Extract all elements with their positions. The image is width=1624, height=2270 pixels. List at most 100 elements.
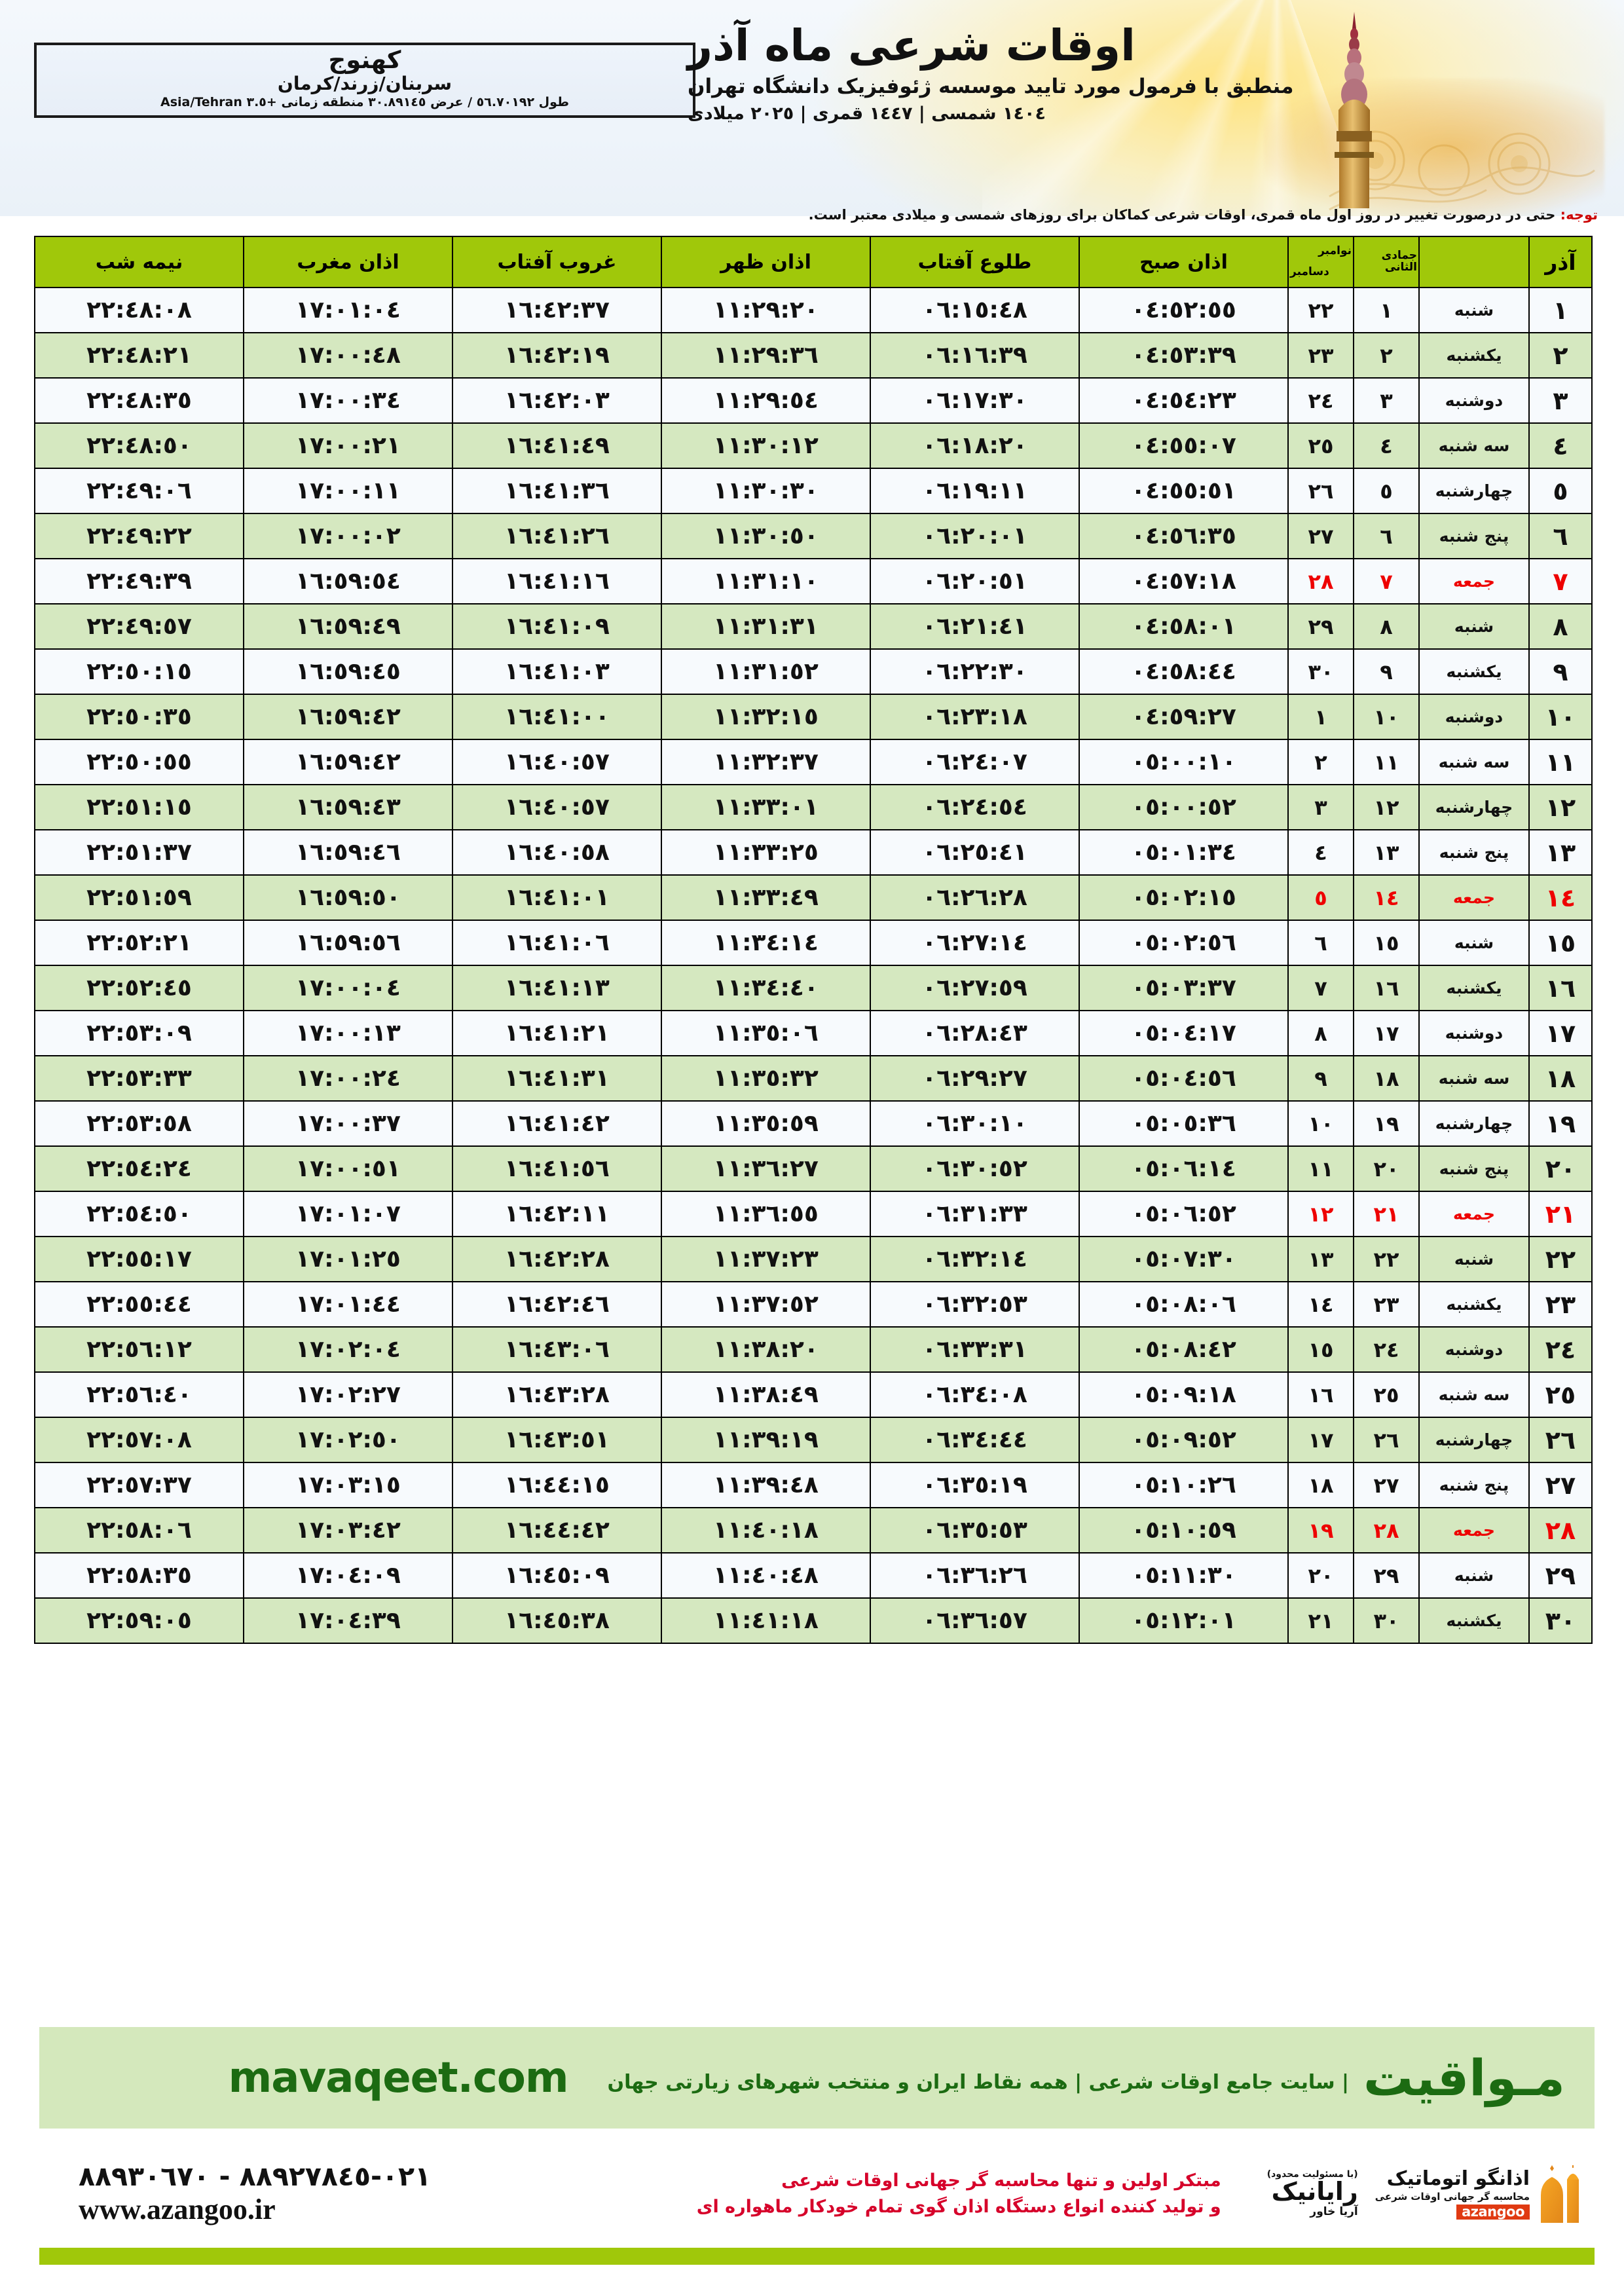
weekday: دوشنبه [1418,694,1530,740]
title-block: اوقات شرعی ماه آذر منطبق با فرمول مورد ت… [688,20,1493,128]
col-header-november-label: نوامبر [1318,244,1352,258]
bottom-accent-bar [39,2248,1595,2265]
maghrib-time: ١٦:٥٩:٤٢ [243,739,453,785]
table-row: ٢٦ چهارشنبه ٢٦ ١٧ ٠٥:٠٩:٥٢ ٠٦:٣٤:٤٤ ١١:٣٩:١٩ ١٦… [34,1417,1593,1463]
col-header-fajr: اذان صبح [1079,236,1289,288]
midnight-time: ٢٢:٥٧:٣٧ [34,1462,244,1508]
weekday: دوشنبه [1418,1326,1530,1373]
fajr-time: ٠٥:٠٤:١٧ [1079,1010,1289,1056]
sunrise-time: ٠٦:١٥:٤٨ [870,287,1080,333]
table-row: ٨ شنبه ٨ ٢٩ ٠٤:٥٨:٠١ ٠٦:٢١:٤١ ١١:٣١:٣١ ١٦:٤١:٠٩… [34,603,1593,650]
gold-haze-decoration [1264,79,1604,216]
midnight-time: ٢٢:٤٩:٣٩ [34,558,244,605]
fajr-time: ٠٤:٥٧:١٨ [1079,558,1289,605]
hijri-day: ٢٤ [1353,1326,1420,1373]
dhuhr-time: ١١:٣٣:٢٥ [661,829,871,876]
sunset-time: ١٦:٤٠:٥٧ [452,739,662,785]
table-body: ١ شنبه ١ ٢٢ ٠٤:٥٢:٥٥ ٠٦:١٥:٤٨ ١١:٢٩:٢٠ ١٦:٤٢:٣٧… [34,287,1593,1644]
footer-domain[interactable]: mavaqeet.com [228,2053,569,2102]
hijri-day: ٢٨ [1353,1507,1420,1554]
dhuhr-time: ١١:٣٩:١٩ [661,1417,871,1463]
weekday: شنبه [1418,1236,1530,1282]
fajr-time: ٠٥:٠٧:٣٠ [1079,1236,1289,1282]
maghrib-time: ١٧:٠٢:٥٠ [243,1417,453,1463]
sunrise-time: ٠٦:٢٤:٠٧ [870,739,1080,785]
dhuhr-time: ١١:٣١:٥٢ [661,648,871,695]
sunset-time: ١٦:٤١:٢٦ [452,513,662,559]
sunrise-time: ٠٦:٣٣:٣١ [870,1326,1080,1373]
dhuhr-time: ١١:٣٢:٣٧ [661,739,871,785]
weekday: یکشنبه [1418,1281,1530,1328]
fajr-time: ٠٥:٠٨:٠٦ [1079,1281,1289,1328]
midnight-time: ٢٢:٥٢:٢١ [34,920,244,966]
day-number: ١٠ [1528,694,1593,740]
col-header-weekday [1418,236,1530,288]
gregorian-day: ٢١ [1287,1597,1354,1644]
day-number: ٩ [1528,648,1593,695]
azangoo-logo-text: اذانگو اتوماتیک محاسبه گر جهانی اوقات شر… [1375,2167,1530,2220]
dhuhr-time: ١١:٣٣:٤٩ [661,874,871,921]
rayanik-name: رایانیک [1271,2177,1359,2206]
hijri-day: ١٢ [1353,784,1420,830]
maghrib-time: ١٦:٥٩:٤٣ [243,784,453,830]
col-header-azar: آذر [1528,236,1593,288]
table-row: ٦ پنج شنبه ٦ ٢٧ ٠٤:٥٦:٣٥ ٠٦:٢٠:٠١ ١١:٣٠:٥٠ ١٦:٤… [34,513,1593,559]
sunset-time: ١٦:٤١:٠٣ [452,648,662,695]
sunset-time: ١٦:٤٤:١٥ [452,1462,662,1508]
day-number: ١٦ [1528,965,1593,1011]
weekday: جمعه [1418,874,1530,921]
dhuhr-time: ١١:٣٨:٢٠ [661,1326,871,1373]
day-number: ١ [1528,287,1593,333]
day-number: ١٧ [1528,1010,1593,1056]
hijri-day: ١٥ [1353,920,1420,966]
fajr-time: ٠٥:٠١:٣٤ [1079,829,1289,876]
sunset-time: ١٦:٤١:٤٢ [452,1100,662,1147]
sunrise-time: ٠٦:١٧:٣٠ [870,377,1080,424]
fajr-time: ٠٥:٠٩:٥٢ [1079,1417,1289,1463]
sunrise-time: ٠٦:٣٤:٠٨ [870,1371,1080,1418]
sunset-time: ١٦:٤١:٥٦ [452,1145,662,1192]
midnight-time: ٢٢:٥٩:٠٥ [34,1597,244,1644]
dhuhr-time: ١١:٣٨:٤٩ [661,1371,871,1418]
sunrise-time: ٠٦:٢٤:٥٤ [870,784,1080,830]
footer-slogan-line2: و تولید کننده انواع دستگاه اذان گوی تمام… [696,2197,1221,2217]
col-header-hijri: جمادی الثانی [1353,236,1420,288]
gregorian-day: ١٥ [1287,1326,1354,1373]
footer-website[interactable]: www.azangoo.ir [79,2193,276,2226]
sunset-time: ١٦:٤٣:٥١ [452,1417,662,1463]
weekday: شنبه [1418,920,1530,966]
fajr-time: ٠٥:١٠:٥٩ [1079,1507,1289,1554]
sunset-time: ١٦:٤١:٣١ [452,1055,662,1102]
sunrise-time: ٠٦:٢٧:١٤ [870,920,1080,966]
dhuhr-time: ١١:٤٠:١٨ [661,1507,871,1554]
prayer-times-table: آذر جمادی الثانی نوامبر دسامبر اذان صبح … [34,236,1593,1644]
weekday: سه شنبه [1418,1055,1530,1102]
footer-tagline: | سایت جامع اوقات شرعی | همه نقاط ایران … [607,2071,1350,2094]
col-header-sunset: غروب آفتاب [452,236,662,288]
fajr-time: ٠٥:١٠:٢٦ [1079,1462,1289,1508]
table-row: ١٣ پنج شنبه ١٣ ٤ ٠٥:٠١:٣٤ ٠٦:٢٥:٤١ ١١:٣٣:٢٥ ١٦:… [34,829,1593,876]
hijri-day: ٧ [1353,558,1420,605]
hijri-day: ٢٩ [1353,1552,1420,1599]
sunset-time: ١٦:٤١:٠٩ [452,603,662,650]
note-text: حتی در درصورت تغییر در روز اول ماه قمری،… [808,207,1556,223]
day-number: ٥ [1528,468,1593,514]
day-number: ٢١ [1528,1191,1593,1237]
day-number: ٢ [1528,332,1593,379]
gregorian-day: ١٩ [1287,1507,1354,1554]
weekday: سه شنبه [1418,739,1530,785]
day-number: ٢٢ [1528,1236,1593,1282]
day-number: ٣٠ [1528,1597,1593,1644]
azangoo-name: اذانگو اتوماتیک [1386,2167,1530,2190]
gregorian-day: ٩ [1287,1055,1354,1102]
maghrib-time: ١٧:٠٠:٠٢ [243,513,453,559]
day-number: ٣ [1528,377,1593,424]
sunrise-time: ٠٦:٣٢:١٤ [870,1236,1080,1282]
sunset-time: ١٦:٤٢:٠٣ [452,377,662,424]
table-row: ١٠ دوشنبه ١٠ ١ ٠٤:٥٩:٢٧ ٠٦:٢٣:١٨ ١١:٣٢:١٥ ١٦:٤١… [34,694,1593,740]
sunrise-time: ٠٦:٣٠:٥٢ [870,1145,1080,1192]
dhuhr-time: ١١:٣٠:٥٠ [661,513,871,559]
table-head: آذر جمادی الثانی نوامبر دسامبر اذان صبح … [34,236,1593,288]
weekday: پنج شنبه [1418,1145,1530,1192]
fajr-time: ٠٥:٠٦:٥٢ [1079,1191,1289,1237]
